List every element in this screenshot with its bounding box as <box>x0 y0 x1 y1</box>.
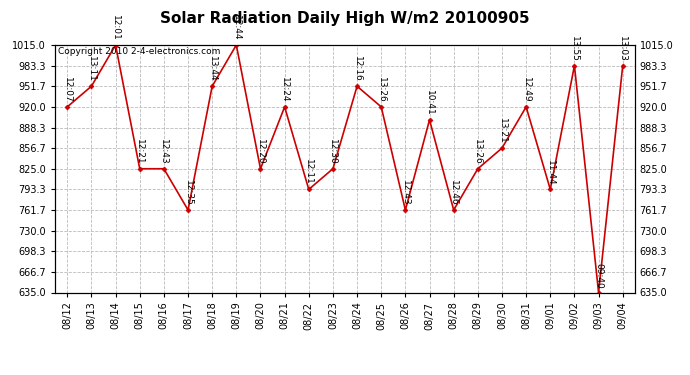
Text: 13:26: 13:26 <box>377 77 386 103</box>
Text: 13:55: 13:55 <box>570 36 579 62</box>
Text: 12:24: 12:24 <box>280 77 289 103</box>
Text: 12:20: 12:20 <box>256 139 265 165</box>
Text: 12:43: 12:43 <box>401 180 410 206</box>
Text: 12:43: 12:43 <box>159 139 168 165</box>
Text: 12:11: 12:11 <box>304 159 313 185</box>
Text: 12:35: 12:35 <box>184 180 193 206</box>
Text: 12:30: 12:30 <box>328 139 337 165</box>
Text: 09:40: 09:40 <box>594 262 603 288</box>
Text: 13:26: 13:26 <box>473 139 482 165</box>
Text: Copyright 2010 2-4-electronics.com: Copyright 2010 2-4-electronics.com <box>58 48 221 57</box>
Text: 12:16: 12:16 <box>353 56 362 82</box>
Text: 13:03: 13:03 <box>618 36 627 62</box>
Text: 11:44: 11:44 <box>546 160 555 185</box>
Text: Solar Radiation Daily High W/m2 20100905: Solar Radiation Daily High W/m2 20100905 <box>160 11 530 26</box>
Text: 12:49: 12:49 <box>522 77 531 103</box>
Text: 12:07: 12:07 <box>63 77 72 103</box>
Text: 13:21: 13:21 <box>497 118 506 144</box>
Text: 10:41: 10:41 <box>425 90 434 116</box>
Text: 12:46: 12:46 <box>449 180 458 206</box>
Text: 12:21: 12:21 <box>135 139 144 165</box>
Text: 12:01: 12:01 <box>111 15 120 41</box>
Text: 12:44: 12:44 <box>232 15 241 41</box>
Text: 13:11: 13:11 <box>87 56 96 82</box>
Text: 13:44: 13:44 <box>208 56 217 82</box>
